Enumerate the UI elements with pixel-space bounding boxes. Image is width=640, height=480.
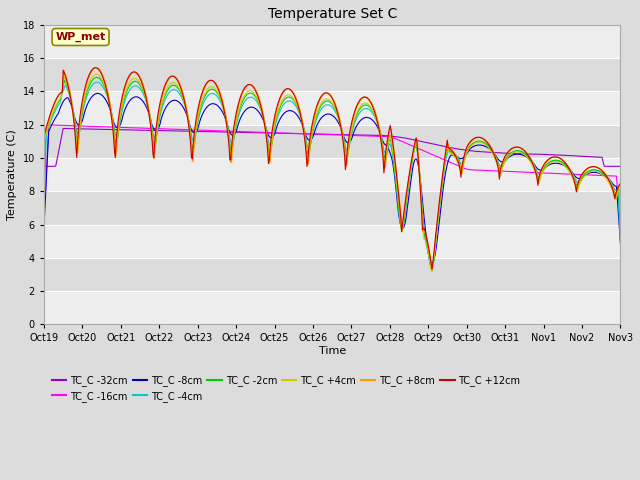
TC_C -16cm xyxy=(40,189,48,194)
TC_C -16cm xyxy=(617,189,625,194)
TC_C -8cm xyxy=(51,117,58,123)
Bar xyxy=(44,291,621,324)
TC_C +4cm xyxy=(200,94,207,100)
TC_C +4cm xyxy=(169,80,177,85)
TC_C -4cm xyxy=(200,100,207,106)
TC_C -8cm xyxy=(111,121,118,127)
TC_C +4cm xyxy=(403,190,411,196)
TC_C -2cm xyxy=(169,83,177,88)
TC_C +12cm xyxy=(92,65,99,71)
TC_C +8cm xyxy=(420,229,428,235)
TC_C -8cm xyxy=(94,91,102,96)
TC_C -2cm xyxy=(111,134,118,140)
TC_C +12cm xyxy=(428,266,436,272)
TC_C +4cm xyxy=(51,106,58,112)
TC_C +12cm xyxy=(617,180,625,186)
TC_C -32cm xyxy=(200,129,207,134)
Text: WP_met: WP_met xyxy=(56,32,106,42)
Line: TC_C +12cm: TC_C +12cm xyxy=(44,68,621,269)
TC_C -8cm xyxy=(420,214,428,220)
TC_C +12cm xyxy=(200,86,207,92)
TC_C +4cm xyxy=(92,72,100,77)
Line: TC_C -8cm: TC_C -8cm xyxy=(44,94,621,263)
TC_C +12cm xyxy=(40,133,48,139)
Line: TC_C +8cm: TC_C +8cm xyxy=(44,68,621,268)
Title: Temperature Set C: Temperature Set C xyxy=(268,7,397,21)
X-axis label: Time: Time xyxy=(319,346,346,356)
TC_C -2cm xyxy=(428,266,436,272)
Line: TC_C +4cm: TC_C +4cm xyxy=(44,74,621,272)
TC_C +8cm xyxy=(51,102,58,108)
TC_C -8cm xyxy=(200,109,207,115)
Line: TC_C -16cm: TC_C -16cm xyxy=(44,125,621,192)
TC_C +8cm xyxy=(169,73,177,79)
TC_C +12cm xyxy=(111,148,118,154)
TC_C +4cm xyxy=(420,236,428,242)
TC_C -32cm xyxy=(40,164,48,169)
TC_C -16cm xyxy=(111,124,118,130)
TC_C -2cm xyxy=(93,74,100,80)
TC_C +8cm xyxy=(40,228,48,234)
TC_C +4cm xyxy=(40,200,48,206)
TC_C -2cm xyxy=(420,229,428,235)
TC_C -16cm xyxy=(200,127,207,133)
TC_C -16cm xyxy=(51,122,59,128)
TC_C -4cm xyxy=(40,214,48,220)
TC_C +4cm xyxy=(617,232,625,238)
TC_C -4cm xyxy=(420,225,428,230)
TC_C -2cm xyxy=(40,210,48,216)
TC_C -4cm xyxy=(51,110,58,116)
TC_C +4cm xyxy=(428,269,436,275)
TC_C -32cm xyxy=(420,139,428,145)
TC_C +8cm xyxy=(200,88,207,94)
Y-axis label: Temperature (C): Temperature (C) xyxy=(7,129,17,220)
TC_C -16cm xyxy=(45,122,52,128)
TC_C -16cm xyxy=(420,148,428,154)
TC_C -2cm xyxy=(617,239,625,245)
TC_C -8cm xyxy=(428,260,436,266)
TC_C +12cm xyxy=(51,100,58,106)
TC_C -4cm xyxy=(403,195,411,201)
Bar xyxy=(44,225,621,258)
Line: TC_C -2cm: TC_C -2cm xyxy=(44,77,621,269)
TC_C -2cm xyxy=(51,107,58,113)
TC_C +12cm xyxy=(420,225,428,231)
TC_C -2cm xyxy=(200,96,207,102)
TC_C +12cm xyxy=(403,185,411,191)
TC_C -4cm xyxy=(169,87,177,93)
TC_C -2cm xyxy=(403,192,411,197)
TC_C -8cm xyxy=(169,97,177,103)
TC_C -32cm xyxy=(51,164,58,169)
Bar xyxy=(44,158,621,192)
Bar xyxy=(44,92,621,125)
TC_C -16cm xyxy=(169,126,177,132)
TC_C +8cm xyxy=(111,136,118,142)
TC_C +8cm xyxy=(428,265,436,271)
TC_C +4cm xyxy=(111,140,118,146)
TC_C +8cm xyxy=(403,188,411,193)
TC_C -4cm xyxy=(93,79,100,85)
TC_C -8cm xyxy=(403,206,411,212)
Line: TC_C -32cm: TC_C -32cm xyxy=(44,129,621,167)
TC_C -4cm xyxy=(617,242,625,248)
TC_C -32cm xyxy=(617,164,625,169)
TC_C -32cm xyxy=(60,126,67,132)
TC_C -32cm xyxy=(403,135,411,141)
TC_C +8cm xyxy=(617,181,625,187)
TC_C -4cm xyxy=(111,128,118,133)
TC_C -8cm xyxy=(617,241,625,247)
TC_C -32cm xyxy=(111,127,118,132)
TC_C -16cm xyxy=(403,141,411,146)
TC_C +8cm xyxy=(92,65,100,71)
TC_C -8cm xyxy=(40,226,48,232)
Line: TC_C -4cm: TC_C -4cm xyxy=(44,82,621,267)
Bar xyxy=(44,25,621,58)
TC_C -4cm xyxy=(428,264,435,270)
TC_C -32cm xyxy=(169,128,177,134)
Legend: TC_C -32cm, TC_C -16cm, TC_C -8cm, TC_C -4cm, TC_C -2cm, TC_C +4cm, TC_C +8cm, T: TC_C -32cm, TC_C -16cm, TC_C -8cm, TC_C … xyxy=(48,371,524,406)
TC_C +12cm xyxy=(169,73,177,79)
